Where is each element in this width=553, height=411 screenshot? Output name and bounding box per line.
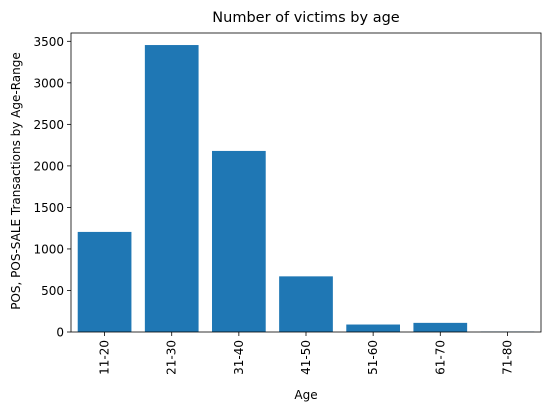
- x-tick-label: 71-80: [500, 340, 514, 375]
- bar-31-40: [212, 150, 266, 332]
- y-tick-label: 3500: [33, 35, 64, 49]
- x-axis-label: Age: [294, 388, 317, 402]
- y-tick-label: 3000: [33, 76, 64, 90]
- y-axis: 0 500 1000 1500 2000 2500 3000 3500: [33, 35, 71, 340]
- plot-frame: [70, 32, 542, 333]
- x-axis: 11-20 21-30 31-40 41-50 51-60 61-70 71-80: [98, 332, 514, 375]
- y-tick-label: 2000: [33, 159, 64, 173]
- y-tick-label: 1500: [33, 201, 64, 215]
- x-tick-label: 11-20: [98, 340, 112, 375]
- y-tick-label: 1000: [33, 242, 64, 256]
- bar-51-60: [346, 324, 400, 332]
- x-tick-label: 51-60: [366, 340, 380, 375]
- bar-41-50: [279, 276, 333, 332]
- x-tick-label: 21-30: [165, 340, 179, 375]
- y-axis-label: POS, POS-SALE Transactions by Age-Range: [9, 52, 23, 310]
- bar-21-30: [144, 45, 199, 332]
- bars-group: [77, 45, 535, 332]
- x-tick-label: 41-50: [299, 340, 313, 375]
- x-tick-label: 61-70: [433, 340, 447, 375]
- chart-title: Number of victims by age: [212, 10, 400, 26]
- x-tick-label: 31-40: [232, 340, 246, 375]
- bar-61-70: [413, 322, 468, 332]
- y-tick-label: 500: [41, 284, 64, 298]
- bar-11-20: [77, 231, 132, 332]
- y-tick-label: 2500: [33, 118, 64, 132]
- y-tick-label: 0: [56, 326, 64, 340]
